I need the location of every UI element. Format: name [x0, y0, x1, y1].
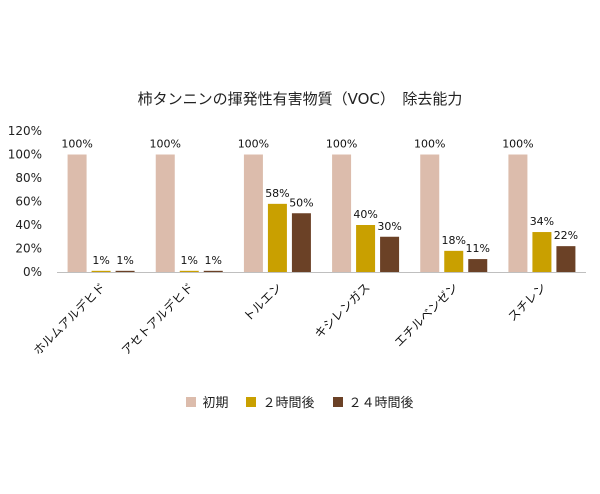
bar	[67, 154, 87, 272]
data-label: 100%	[502, 138, 533, 151]
legend-item: ２４時間後	[332, 392, 414, 411]
category-label: スチレン	[505, 280, 549, 324]
chart-title: 柿タンニンの揮発性有害物質（VOC） 除去能力	[137, 90, 463, 108]
bar	[291, 213, 311, 272]
data-label: 1%	[92, 254, 109, 267]
y-tick-label: 20%	[15, 242, 42, 256]
bar	[556, 246, 576, 272]
bar	[380, 236, 400, 272]
data-label: 50%	[289, 196, 313, 209]
bar	[508, 154, 528, 272]
data-label: 18%	[442, 234, 466, 247]
bar	[468, 259, 488, 272]
category-label: エチルベンゼン	[392, 280, 461, 349]
bar	[155, 154, 175, 272]
data-label: 100%	[150, 138, 181, 151]
data-label: 40%	[353, 208, 377, 221]
legend-label: ２４時間後	[348, 396, 414, 411]
data-label: 100%	[61, 138, 92, 151]
bar	[203, 270, 223, 272]
data-label: 100%	[326, 138, 357, 151]
category-label: トルエン	[241, 280, 285, 324]
bar	[115, 270, 135, 272]
bar	[420, 154, 440, 272]
category-label: キシレンガス	[312, 280, 373, 341]
legend-item: 初期	[186, 392, 228, 411]
y-tick-label: 100%	[8, 148, 42, 162]
y-tick-label: 80%	[15, 171, 42, 185]
data-label: 11%	[466, 242, 490, 255]
y-tick-label: 0%	[23, 265, 42, 279]
legend-label: 初期	[202, 396, 229, 411]
data-label: 1%	[205, 254, 222, 267]
data-label: 100%	[238, 138, 269, 151]
data-label: 22%	[554, 229, 578, 242]
data-label: 30%	[377, 220, 401, 233]
data-label: 1%	[181, 254, 198, 267]
bar	[532, 232, 552, 272]
bar	[243, 154, 263, 272]
legend-swatch	[246, 396, 257, 407]
bar	[267, 203, 287, 272]
legend-item: ２時間後	[246, 392, 315, 411]
y-tick-label: 60%	[15, 195, 42, 209]
data-label: 58%	[265, 187, 289, 200]
bar	[179, 270, 199, 272]
data-label: 1%	[116, 254, 133, 267]
y-tick-label: 120%	[8, 124, 42, 138]
bar	[356, 225, 376, 272]
bar	[91, 270, 111, 272]
legend-swatch	[332, 396, 343, 407]
data-label: 34%	[530, 215, 554, 228]
legend-label: ２時間後	[262, 396, 315, 411]
legend-swatch	[186, 396, 197, 407]
data-label: 100%	[414, 138, 445, 151]
bar	[332, 154, 352, 272]
category-label: アセトアルデヒド	[118, 280, 196, 358]
y-tick-label: 40%	[15, 218, 42, 232]
category-label: ホルムアルデヒド	[30, 280, 108, 358]
bar	[444, 250, 464, 272]
legend: 初期 ２時間後 ２４時間後	[0, 392, 600, 411]
